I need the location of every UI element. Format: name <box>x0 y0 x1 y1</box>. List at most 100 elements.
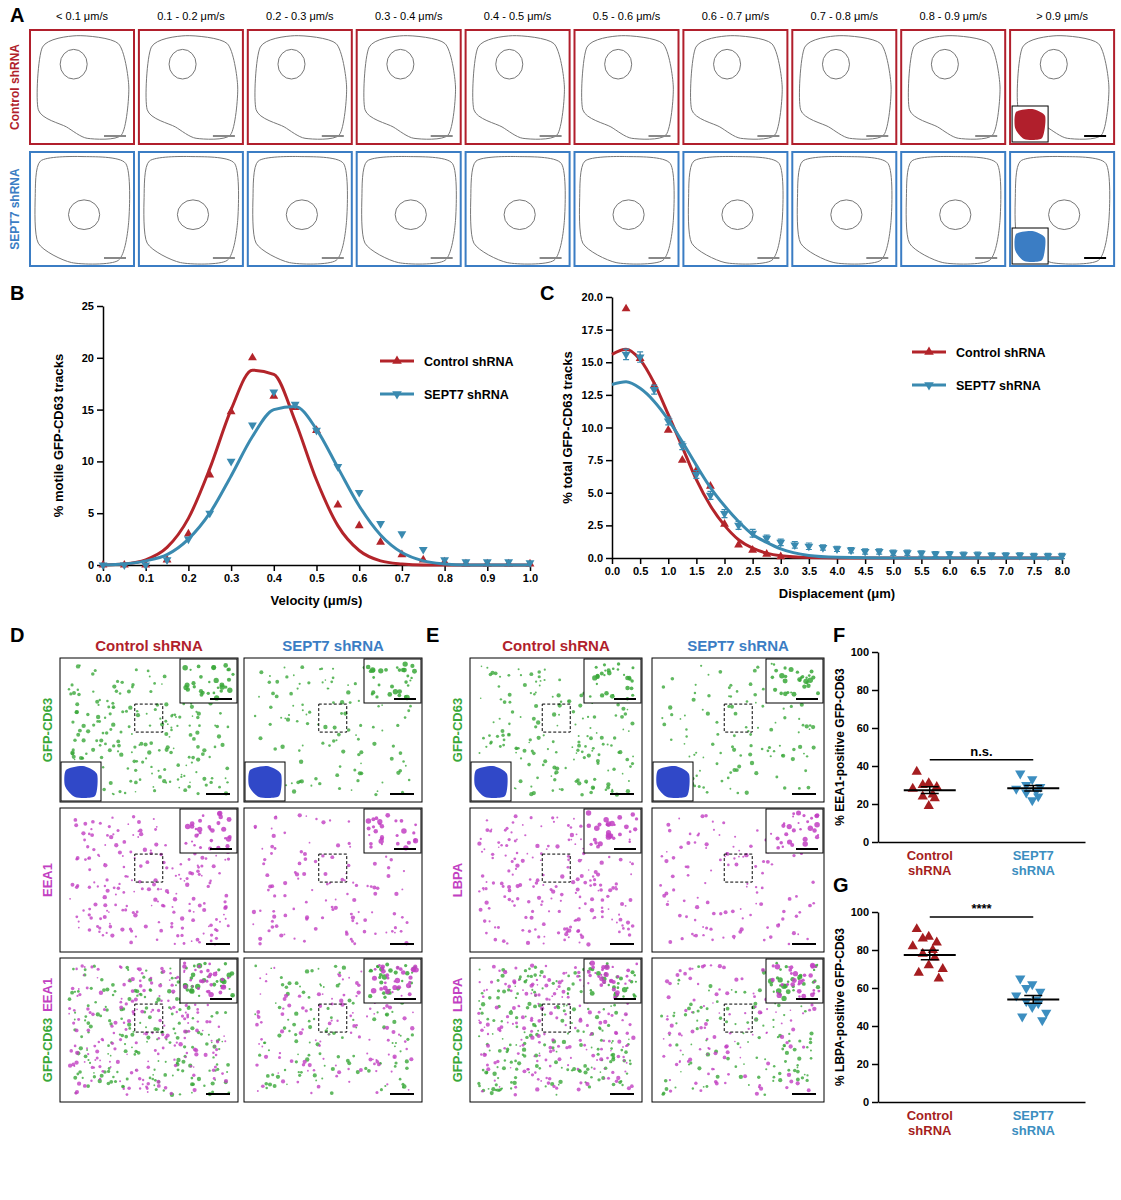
speckle <box>146 1041 148 1043</box>
speckle <box>298 749 301 752</box>
speckle <box>384 981 387 984</box>
speckle <box>310 969 313 972</box>
speckle <box>258 1043 260 1045</box>
speckle <box>102 934 104 936</box>
speckle <box>385 973 389 977</box>
speckle <box>160 888 162 890</box>
speckle <box>400 819 404 823</box>
speckle <box>611 790 614 793</box>
speckle <box>92 723 95 726</box>
speckle <box>158 995 160 997</box>
speckle <box>515 747 518 750</box>
speckle <box>111 702 114 705</box>
speckle <box>529 672 533 676</box>
speckle <box>210 933 213 936</box>
speckle <box>355 1024 358 1027</box>
speckle <box>383 996 386 999</box>
speckle <box>328 1033 331 1036</box>
speckle <box>198 941 201 944</box>
speckle <box>119 692 122 695</box>
speckle <box>97 854 100 857</box>
speckle <box>104 742 107 745</box>
speckle <box>190 1082 194 1086</box>
speckle <box>396 724 399 727</box>
speckle <box>325 679 327 681</box>
speckle <box>227 924 230 927</box>
cell-outline <box>362 156 457 264</box>
speckle <box>297 878 299 880</box>
speckle <box>112 793 114 795</box>
speckle <box>374 793 377 796</box>
speckle <box>340 712 343 715</box>
speckle <box>131 1046 133 1048</box>
speckle <box>175 984 177 986</box>
speckle <box>379 987 383 991</box>
cell-image <box>901 30 1005 144</box>
speckle <box>309 1041 311 1043</box>
speckle <box>225 844 229 848</box>
speckle <box>293 938 295 940</box>
speckle <box>381 730 383 732</box>
speckle <box>191 985 195 989</box>
speckle <box>617 668 620 671</box>
image-frame <box>248 152 352 266</box>
speckle <box>228 835 232 839</box>
speckle <box>99 917 102 920</box>
speckle <box>631 762 634 765</box>
speckle <box>221 1072 224 1075</box>
speckle <box>109 925 113 929</box>
speckle <box>201 752 205 756</box>
speckle <box>272 834 276 838</box>
speckle <box>172 1006 175 1009</box>
speckle <box>405 1048 408 1051</box>
speckle <box>340 1003 344 1007</box>
speckle <box>112 994 115 997</box>
speckle <box>392 1020 396 1024</box>
speckle <box>202 748 206 752</box>
speckle <box>174 943 176 945</box>
speckle <box>120 927 124 931</box>
speckle <box>114 904 117 907</box>
speckle <box>140 1010 144 1014</box>
speckle <box>75 710 79 714</box>
speckle <box>269 706 273 710</box>
speckle <box>75 915 78 918</box>
speckle <box>189 979 192 982</box>
cell-image <box>575 152 679 266</box>
speckle <box>217 686 220 689</box>
speckle <box>84 968 87 971</box>
speckle <box>260 993 262 995</box>
speckle <box>92 848 95 851</box>
speckle <box>618 750 622 754</box>
nuclear-inset <box>61 762 101 801</box>
speckle <box>193 685 196 688</box>
speckle <box>135 935 137 937</box>
speckle <box>263 1041 266 1044</box>
zoom-inset <box>180 809 237 853</box>
speckle <box>208 756 210 758</box>
speckle <box>97 968 100 971</box>
nucleus-outline <box>286 200 317 230</box>
speckle <box>378 976 381 979</box>
speckle <box>519 779 523 783</box>
speckle <box>302 709 304 711</box>
speckle <box>408 1089 410 1091</box>
speckle <box>162 1047 165 1050</box>
speckle <box>331 998 333 1000</box>
speckle <box>175 875 177 877</box>
speckle <box>332 676 335 679</box>
speckle <box>146 1082 150 1086</box>
speckle <box>399 751 403 755</box>
speckle <box>99 1078 102 1081</box>
speckle <box>197 965 200 968</box>
speckle <box>71 752 75 756</box>
speckle <box>78 993 81 996</box>
column-header: 0.5 - 0.6 μm/s <box>593 10 661 22</box>
speckle <box>153 897 157 901</box>
speckle <box>91 672 95 676</box>
speckle <box>185 1056 187 1058</box>
scale-bar <box>649 135 671 137</box>
speckle <box>106 834 109 837</box>
speckle <box>299 1031 303 1035</box>
speckle <box>103 863 107 867</box>
